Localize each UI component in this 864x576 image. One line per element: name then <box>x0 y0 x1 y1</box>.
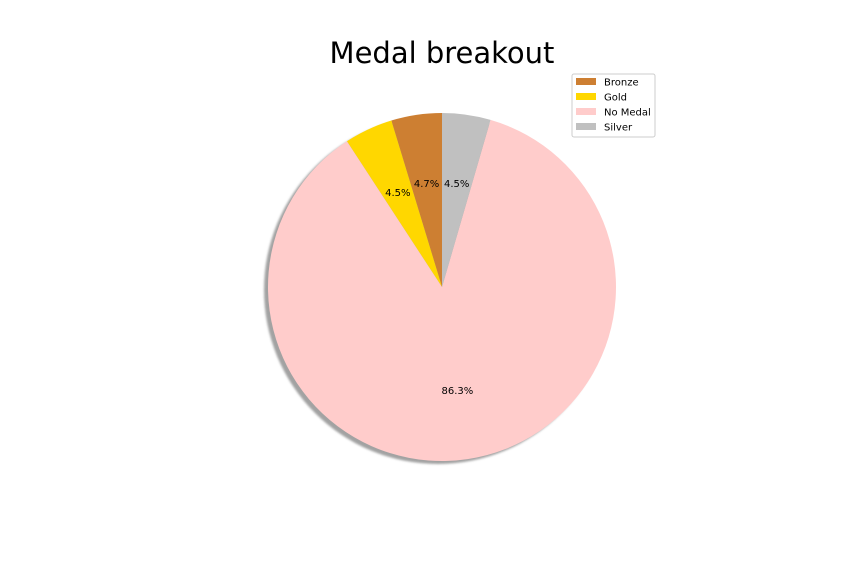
legend-label: Gold <box>604 93 627 104</box>
pie-value-labels: 4.7% 4.5% 86.3% 4.5% <box>385 179 473 397</box>
legend-swatch <box>576 78 596 85</box>
legend-swatch <box>576 123 596 130</box>
pie-slice-silver <box>442 113 491 287</box>
legend-swatch <box>576 108 596 115</box>
pie-slice-gold <box>346 120 442 287</box>
pie-slice-bronze <box>391 113 442 287</box>
pie-value-label: 4.5% <box>385 188 410 199</box>
pie-value-label: 4.5% <box>444 179 469 190</box>
pie-slices <box>267 113 616 462</box>
chart-title: Medal breakout <box>330 36 555 70</box>
pie-value-label: 86.3% <box>442 386 474 397</box>
legend: Bronze Gold No Medal Silver <box>571 73 656 138</box>
legend-swatch <box>576 93 596 100</box>
pie-value-label: 4.7% <box>414 179 439 190</box>
pie-slice-no-medal <box>267 119 616 462</box>
legend-label: No Medal <box>604 108 651 119</box>
legend-frame <box>571 73 656 138</box>
legend-label: Silver <box>604 123 633 134</box>
legend-label: Bronze <box>604 78 639 89</box>
